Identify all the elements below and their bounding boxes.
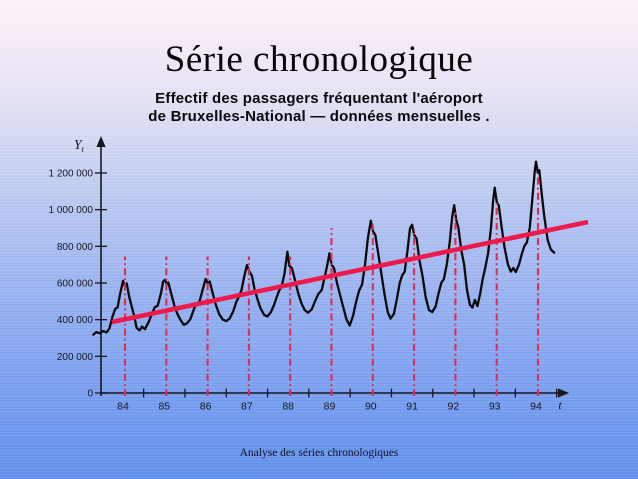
- y-tick-label: 200 000: [57, 352, 94, 363]
- x-tick-label: 91: [406, 401, 418, 413]
- passenger-series-curve: [92, 160, 556, 336]
- x-tick-label: 90: [365, 401, 377, 413]
- x-tick-label: 94: [530, 401, 542, 413]
- y-tick-label: 0: [87, 389, 93, 400]
- y-axis-arrow: [96, 136, 106, 147]
- chart-subtitle: Effectif des passagers fréquentant l'aér…: [0, 90, 638, 126]
- x-tick-label: 88: [282, 401, 294, 413]
- y-axis-label: Yt: [74, 137, 85, 154]
- x-tick-label: 87: [241, 401, 253, 413]
- trend-line: [111, 219, 589, 325]
- chart-subtitle-line-2: de Bruxelles-National — données mensuell…: [148, 108, 490, 125]
- x-axis-label: t: [558, 398, 562, 412]
- x-tick-label: 89: [324, 401, 336, 413]
- x-tick-label: 86: [200, 401, 212, 413]
- x-axis-arrow: [558, 388, 569, 398]
- x-tick-label: 85: [158, 401, 170, 413]
- chart-subtitle-line-1: Effectif des passagers fréquentant l'aér…: [155, 90, 483, 107]
- x-tick-label: 92: [448, 401, 460, 413]
- y-tick-label: 600 000: [57, 279, 94, 290]
- x-tick-label: 84: [117, 401, 129, 413]
- y-tick-label: 1 200 000: [49, 169, 94, 180]
- y-tick-label: 800 000: [57, 242, 94, 253]
- y-tick-label: 1 000 000: [49, 205, 94, 216]
- page-title: Série chronologique: [164, 39, 474, 80]
- slide-footer: Analyse des séries chronologiques: [239, 447, 399, 459]
- x-tick-label: 93: [489, 401, 501, 413]
- y-tick-label: 400 000: [57, 315, 94, 326]
